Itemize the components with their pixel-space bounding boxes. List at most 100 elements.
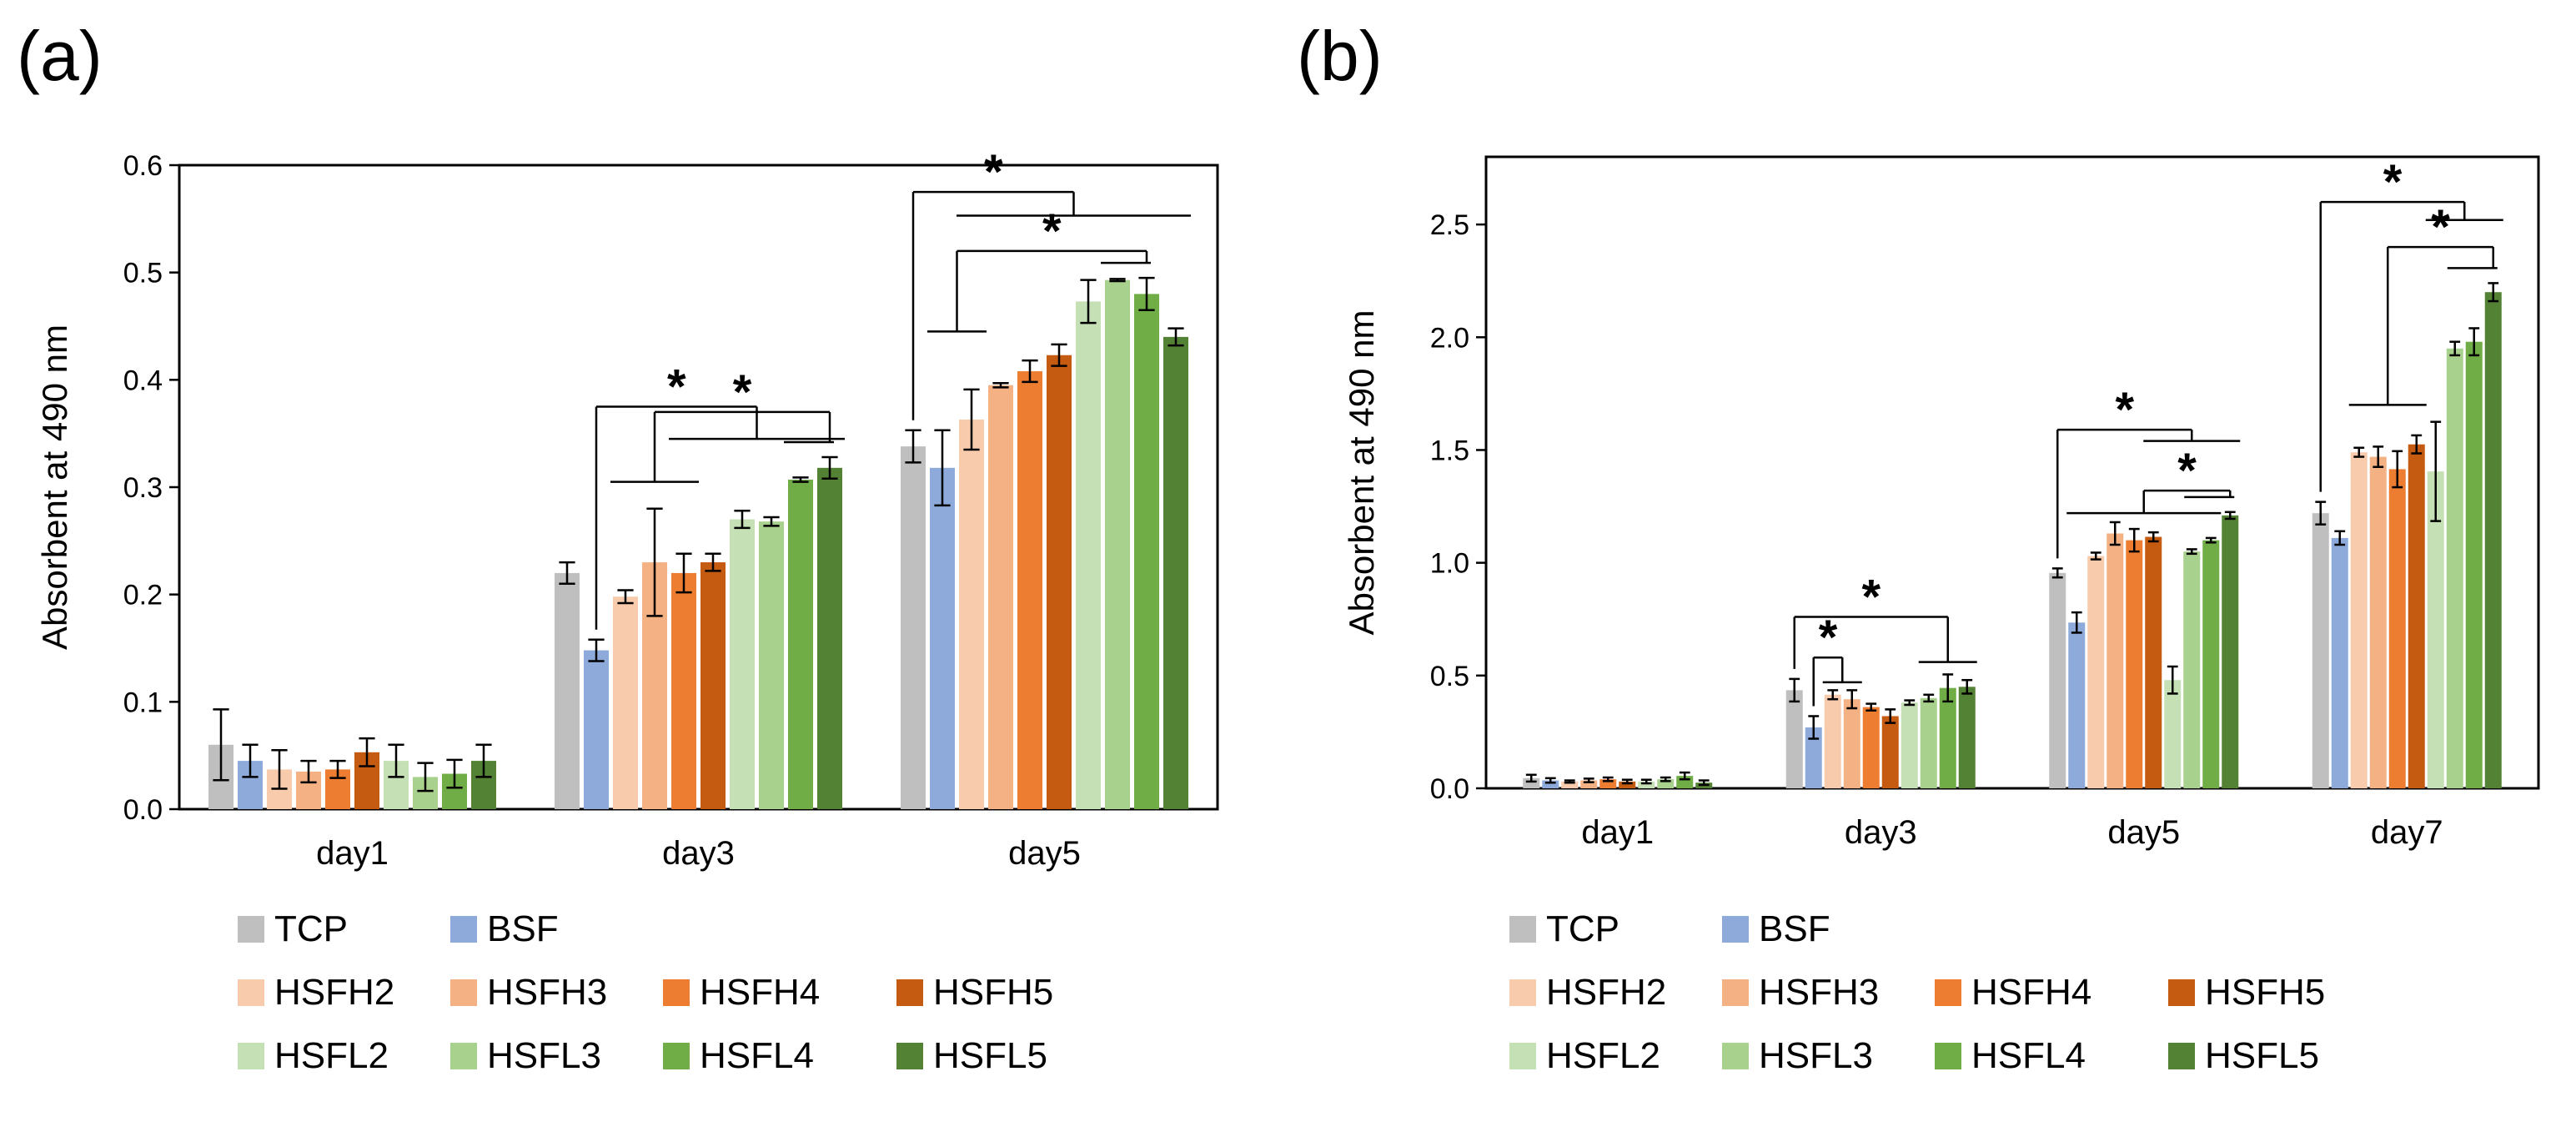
y-tick-label: 0.3 <box>123 472 163 504</box>
bar-hsfh4 <box>2126 540 2143 788</box>
bar-hsfl5 <box>2484 292 2502 788</box>
bar-tcp <box>2312 513 2329 788</box>
significance-star: * <box>2431 200 2450 254</box>
legend-swatch-hsfl4 <box>1935 1043 1961 1069</box>
bar-hsfh4 <box>1862 707 1880 788</box>
chart-a: 0.0 0.1 0.2 0.3 0.4 0.5 0.6 Absorbent at 490 nm… <box>35 145 1219 872</box>
plot-frame-b <box>1484 155 2540 790</box>
bar-bsf <box>2331 537 2348 788</box>
legend-swatch-bsf <box>450 916 477 943</box>
panel-label-a: (a) <box>17 17 103 95</box>
bar-tcp <box>2049 572 2066 788</box>
bar-bsf <box>930 467 955 809</box>
legend-label-hsfh3: HSFH3 <box>487 972 607 1013</box>
bar-bsf <box>1542 780 1559 788</box>
legend-swatch-tcp <box>1509 916 1536 943</box>
bar-hsfh2 <box>959 419 984 809</box>
legend-swatch-hsfl3 <box>1722 1043 1749 1069</box>
y-tick-label: 1.5 <box>1430 435 1469 466</box>
bar-hsfl3 <box>759 521 784 809</box>
legend-label-hsfl2: HSFL2 <box>274 1035 389 1076</box>
chart-b: 0.0 0.5 1.0 1.5 2.0 2.5 Absorbent at 490 nm day… <box>1342 155 2540 851</box>
bar-hsfl2 <box>2427 471 2444 788</box>
legend-swatch-hsfh2 <box>1509 979 1536 1006</box>
bar-hsfl3 <box>2183 551 2201 788</box>
y-tick-label: 0.5 <box>1430 661 1469 692</box>
legend-b: TCP BSF HSFH2 HSFH3 HSFH4 HSFH5 HSFL2 HSFL3 HSFL… <box>1509 908 2325 1076</box>
panel-label-b: (b) <box>1297 17 1383 95</box>
significance-star: * <box>1819 611 1838 665</box>
y-axis-label: Absorbent at 490 nm <box>35 324 74 650</box>
legend-swatch-hsfh4 <box>1935 979 1961 1006</box>
bar-hsfh2 <box>1561 781 1579 788</box>
significance-star: * <box>984 145 1003 199</box>
bar-hsfl5 <box>1163 336 1188 809</box>
bar-hsfl3 <box>1920 697 1937 788</box>
significance-star: * <box>2383 155 2403 209</box>
bar-hsfh5 <box>2145 536 2162 788</box>
y-tick-label: 0.6 <box>123 150 163 182</box>
legend-swatch-hsfh5 <box>2168 979 2195 1006</box>
legend-label-hsfh5: HSFH5 <box>933 972 1053 1013</box>
y-tick-label: 0.0 <box>1430 773 1469 805</box>
legend-label-hsfh4: HSFH4 <box>1971 972 2091 1013</box>
x-category-label: day3 <box>1845 814 1917 851</box>
y-tick-label: 0.2 <box>123 580 163 611</box>
legend-label-hsfl4: HSFL4 <box>1971 1035 2086 1076</box>
legend-swatch-hsfl2 <box>238 1043 264 1069</box>
bar-tcp <box>555 572 580 809</box>
bar-hsfl4 <box>1939 687 1956 788</box>
y-axis-label: Absorbent at 490 nm <box>1342 310 1381 636</box>
legend-label-hsfh3: HSFH3 <box>1759 972 1879 1013</box>
legend-label-hsfh2: HSFH2 <box>1546 972 1666 1013</box>
bar-bsf <box>1805 727 1822 788</box>
bar-hsfl2 <box>1901 702 1918 788</box>
bar-hsfl4 <box>1134 294 1159 809</box>
legend-swatch-hsfl2 <box>1509 1043 1536 1069</box>
legend-swatch-hsfl3 <box>450 1043 477 1069</box>
legend-label-hsfh4: HSFH4 <box>700 972 820 1013</box>
bar-hsfh3 <box>988 385 1013 809</box>
bar-hsfh3 <box>2106 533 2124 788</box>
significance-star: * <box>1861 571 1881 625</box>
bar-hsfh2 <box>613 596 638 809</box>
legend-label-hsfl4: HSFL4 <box>700 1035 814 1076</box>
bar-hsfl3 <box>1657 779 1675 788</box>
legend-swatch-hsfh4 <box>663 979 690 1006</box>
legend-swatch-hsfh3 <box>450 979 477 1006</box>
bar-bsf <box>584 650 609 809</box>
bar-hsfh2 <box>2087 556 2105 788</box>
legend-swatch-hsfl5 <box>896 1043 923 1069</box>
bar-hsfh3 <box>2369 456 2387 788</box>
bar-hsfl5 <box>2222 515 2239 788</box>
bar-hsfh5 <box>2408 444 2425 788</box>
significance-star: * <box>2177 444 2197 498</box>
legend-label-bsf: BSF <box>1759 908 1830 949</box>
legend-swatch-hsfh3 <box>1722 979 1749 1006</box>
significance-star: * <box>1042 204 1062 259</box>
legend-swatch-hsfh2 <box>238 979 264 1006</box>
legend-label-hsfh2: HSFH2 <box>274 972 394 1013</box>
bar-tcp <box>1785 690 1803 788</box>
bar-tcp <box>901 446 926 809</box>
legend-label-hsfh5: HSFH5 <box>2205 972 2325 1013</box>
significance-star: * <box>733 365 752 420</box>
legend-label-bsf: BSF <box>487 908 559 949</box>
bar-hsfh3 <box>1843 699 1860 788</box>
x-category-label: day1 <box>316 835 389 872</box>
legend-swatch-hsfh5 <box>896 979 923 1006</box>
legend-swatch-tcp <box>238 916 264 943</box>
bar-hsfh5 <box>700 562 726 809</box>
bar-hsfl4 <box>788 479 813 809</box>
bar-hsfh2 <box>1824 694 1841 788</box>
y-tick-label: 0.1 <box>123 687 163 718</box>
bar-hsfh5 <box>1047 355 1072 809</box>
y-tick-label: 0.0 <box>123 794 163 826</box>
significance-star: * <box>2115 383 2134 437</box>
bar-hsfh5 <box>1619 781 1636 788</box>
bar-hsfh3 <box>1580 780 1598 788</box>
legend-label-hsfl5: HSFL5 <box>2205 1035 2319 1076</box>
legend-label-tcp: TCP <box>274 908 348 949</box>
bar-hsfl2 <box>730 519 755 809</box>
